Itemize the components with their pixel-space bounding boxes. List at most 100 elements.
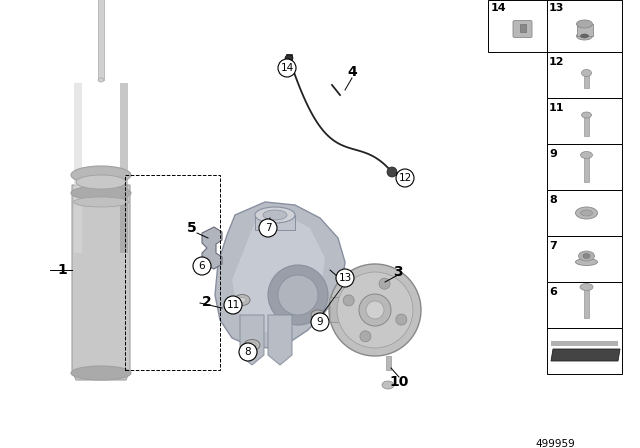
Text: 13: 13 [549, 3, 564, 13]
Bar [98, 0, 104, 80]
Text: 14: 14 [280, 63, 294, 73]
Ellipse shape [311, 310, 325, 320]
Polygon shape [215, 202, 345, 348]
Bar [125, 175, 220, 370]
Ellipse shape [580, 34, 589, 38]
Circle shape [359, 294, 391, 326]
Circle shape [259, 219, 277, 237]
Circle shape [268, 265, 328, 325]
Bar [584, 74, 589, 88]
Polygon shape [551, 349, 620, 361]
Ellipse shape [285, 55, 293, 61]
Ellipse shape [244, 340, 260, 350]
Text: 5: 5 [187, 221, 197, 235]
Circle shape [366, 301, 384, 319]
FancyBboxPatch shape [513, 21, 532, 38]
Text: 6: 6 [198, 261, 205, 271]
Circle shape [387, 167, 397, 177]
Bar [547, 144, 622, 190]
Ellipse shape [582, 69, 591, 77]
Ellipse shape [583, 254, 590, 258]
Ellipse shape [580, 151, 593, 159]
Ellipse shape [580, 284, 593, 290]
Ellipse shape [314, 313, 321, 318]
Bar [488, 0, 547, 52]
Text: 12: 12 [398, 173, 412, 183]
Text: 8: 8 [549, 195, 557, 205]
Circle shape [336, 269, 354, 287]
Bar [385, 356, 390, 370]
Bar [584, 288, 589, 318]
Ellipse shape [579, 251, 595, 261]
Bar [584, 156, 589, 182]
Ellipse shape [238, 297, 246, 302]
Ellipse shape [382, 381, 394, 389]
Circle shape [343, 295, 354, 306]
Polygon shape [74, 83, 82, 253]
Text: 13: 13 [339, 273, 351, 283]
Text: 9: 9 [317, 317, 323, 327]
Polygon shape [330, 295, 360, 325]
Polygon shape [255, 215, 295, 230]
Circle shape [360, 331, 371, 342]
Polygon shape [72, 185, 130, 380]
Text: 9: 9 [549, 149, 557, 159]
Ellipse shape [255, 207, 295, 223]
Polygon shape [120, 83, 128, 253]
Bar [577, 24, 593, 36]
Ellipse shape [98, 78, 104, 82]
Ellipse shape [234, 294, 250, 306]
Polygon shape [202, 227, 222, 269]
Text: 7: 7 [265, 223, 271, 233]
Text: 12: 12 [549, 57, 564, 67]
Circle shape [396, 314, 407, 325]
Bar [547, 52, 622, 98]
Text: 2: 2 [202, 295, 212, 309]
Ellipse shape [248, 343, 256, 348]
Ellipse shape [71, 166, 131, 184]
Bar [547, 328, 622, 374]
Circle shape [379, 278, 390, 289]
Circle shape [193, 257, 211, 275]
Circle shape [278, 275, 318, 315]
Circle shape [396, 169, 414, 187]
Text: 14: 14 [491, 3, 507, 13]
Text: 499959: 499959 [535, 439, 575, 448]
Text: 3: 3 [393, 265, 403, 279]
Circle shape [224, 296, 242, 314]
Polygon shape [240, 315, 264, 365]
Text: 7: 7 [549, 241, 557, 251]
Ellipse shape [577, 20, 593, 28]
Ellipse shape [263, 210, 287, 220]
Circle shape [278, 59, 296, 77]
Bar [584, 116, 589, 136]
Ellipse shape [71, 186, 131, 200]
Bar [547, 0, 622, 52]
Ellipse shape [577, 32, 593, 40]
Text: 4: 4 [347, 65, 357, 79]
Text: 8: 8 [244, 347, 252, 357]
Bar [520, 24, 525, 32]
Bar [547, 236, 622, 282]
Ellipse shape [575, 258, 598, 266]
Circle shape [239, 343, 257, 361]
Text: 10: 10 [389, 375, 409, 389]
Bar [547, 190, 622, 236]
Ellipse shape [74, 197, 129, 207]
Text: 11: 11 [227, 300, 239, 310]
Bar [547, 98, 622, 144]
Bar [547, 282, 622, 328]
Ellipse shape [76, 175, 126, 189]
Bar [551, 341, 618, 346]
Ellipse shape [575, 207, 598, 219]
Ellipse shape [580, 210, 593, 216]
Ellipse shape [71, 366, 131, 380]
Polygon shape [232, 215, 325, 335]
Bar [286, 54, 292, 66]
Text: 6: 6 [549, 287, 557, 297]
Circle shape [337, 272, 413, 348]
Polygon shape [268, 315, 292, 365]
Circle shape [311, 313, 329, 331]
Circle shape [329, 264, 421, 356]
Ellipse shape [582, 112, 591, 118]
